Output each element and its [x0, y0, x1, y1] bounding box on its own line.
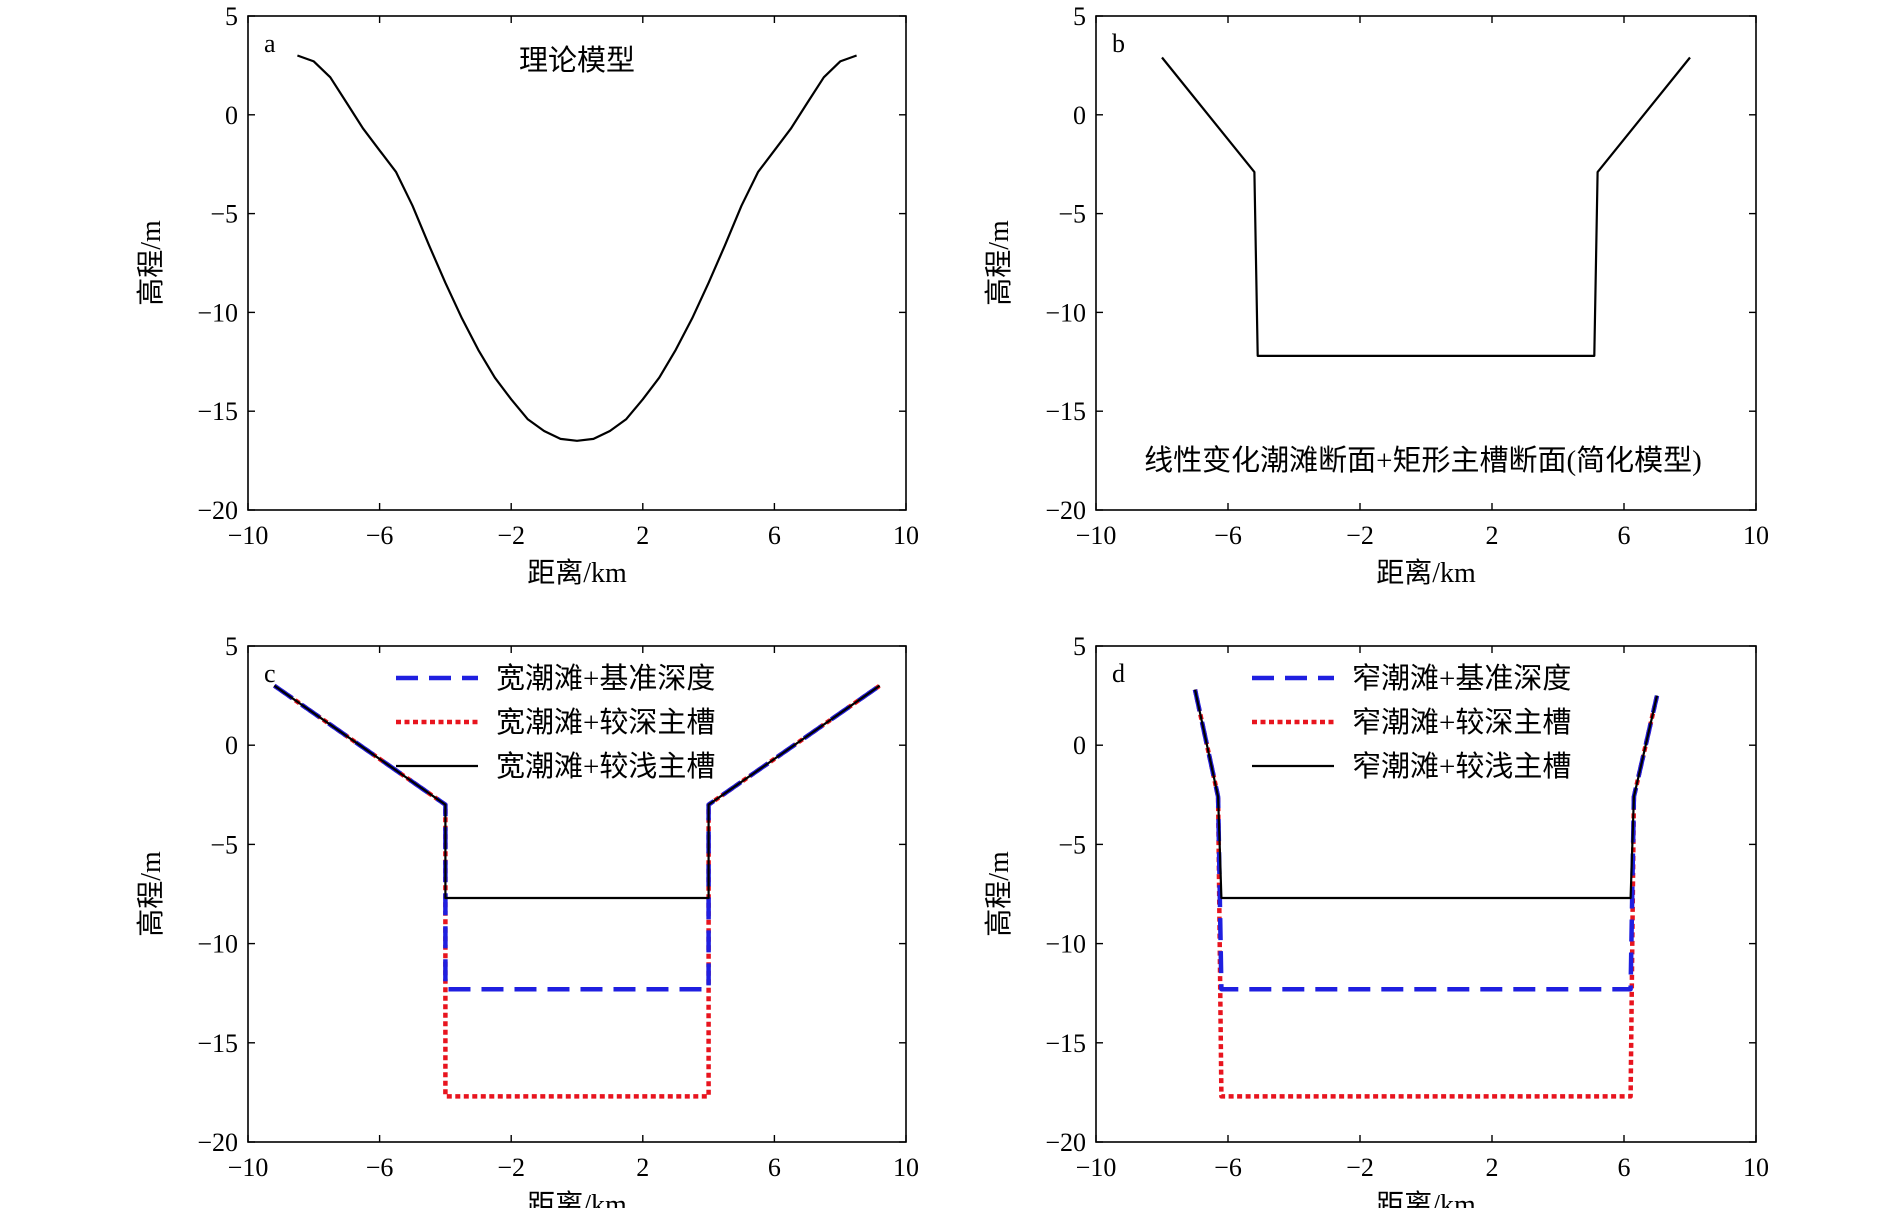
y-tick-label: 0: [1073, 731, 1086, 760]
plot-frame: [1095, 645, 1757, 1143]
x-tick-label: −10: [228, 1153, 269, 1182]
panel-letter: b: [1112, 29, 1125, 58]
y-tick-label: −5: [210, 200, 238, 229]
x-tick-label: 2: [636, 1153, 649, 1182]
x-tick-label: 10: [893, 1153, 919, 1182]
y-tick-label: 0: [1073, 101, 1086, 130]
y-axis-label: 高程/m: [135, 220, 167, 306]
y-tick-label: −15: [197, 397, 238, 426]
y-tick-label: 5: [225, 2, 238, 31]
y-tick-label: 0: [225, 731, 238, 760]
legend-label: 窄潮滩+较深主槽: [1352, 706, 1571, 739]
x-tick-label: −6: [1214, 521, 1242, 550]
x-tick-label: 2: [1486, 521, 1499, 550]
panel-a: −10 −6 −2 2 6 10 5 0 −5 −10 −15 −20 距离/km 高程/m a 理论模型: [135, 2, 919, 589]
x-tick-label: −10: [1076, 1153, 1117, 1182]
y-tick-label: −15: [1045, 1029, 1086, 1058]
x-tick-label: 10: [893, 521, 919, 550]
legend-label: 宽潮滩+较浅主槽: [496, 750, 715, 783]
series-line-1: [1192, 689, 1660, 992]
y-tick-label: −20: [1045, 496, 1086, 525]
y-tick-label: −20: [197, 1128, 238, 1157]
panel-letter: c: [264, 659, 276, 688]
y-tick-label: −10: [1045, 298, 1086, 327]
x-axis-label: 距离/km: [527, 557, 627, 589]
legend-label: 宽潮滩+基准深度: [496, 662, 715, 695]
y-tick-label: −5: [1058, 830, 1086, 859]
y-tick-label: 5: [225, 632, 238, 661]
y-tick-label: −20: [1045, 1128, 1086, 1157]
series-line-1: [1161, 56, 1691, 357]
plot-frame: [247, 15, 907, 511]
legend-label: 窄潮滩+较浅主槽: [1352, 750, 1571, 783]
y-tick-label: −5: [1058, 200, 1086, 229]
y-axis-label: 高程/m: [135, 851, 167, 937]
x-tick-label: 6: [1618, 521, 1631, 550]
x-tick-label: −2: [497, 1153, 525, 1182]
series-line-1: [297, 54, 857, 442]
x-tick-label: 6: [768, 521, 781, 550]
y-tick-label: −5: [210, 830, 238, 859]
panel-annotation: 线性变化潮滩断面+矩形主槽断面(简化模型): [1144, 444, 1702, 477]
y-tick-label: 0: [225, 101, 238, 130]
plot-frame: [1095, 15, 1757, 511]
x-tick-label: −6: [366, 521, 394, 550]
x-axis-label: 距离/km: [1376, 557, 1476, 589]
y-tick-label: 5: [1073, 632, 1086, 661]
y-tick-label: 5: [1073, 2, 1086, 31]
y-tick-label: −10: [197, 298, 238, 327]
y-tick-label: −10: [197, 930, 238, 959]
x-tick-label: −2: [497, 521, 525, 550]
panel-annotation: 理论模型: [519, 44, 635, 77]
x-tick-label: −2: [1346, 521, 1374, 550]
x-tick-label: −2: [1346, 1153, 1374, 1182]
y-tick-label: −10: [1045, 930, 1086, 959]
y-tick-label: −15: [1045, 397, 1086, 426]
y-tick-label: −15: [197, 1029, 238, 1058]
x-tick-label: 2: [636, 521, 649, 550]
legend-label: 窄潮滩+基准深度: [1352, 662, 1571, 695]
x-tick-label: −10: [1076, 521, 1117, 550]
series-line-3: [1193, 689, 1659, 900]
panel-c: −10 −6 −2 2 6 10 5 0 −5 −10 −15 −20 距离/km 高程/m c 宽潮滩+基准…: [135, 632, 919, 1208]
panel-letter: a: [264, 29, 276, 58]
x-tick-label: −6: [366, 1153, 394, 1182]
plot-frame: [247, 645, 907, 1143]
x-axis-label: 距离/km: [1376, 1189, 1476, 1208]
x-tick-label: −6: [1214, 1153, 1242, 1182]
panel-d: −10 −6 −2 2 6 10 5 0 −5 −10 −15 −20 距离/km 高程/m d 窄潮滩+基准…: [983, 632, 1769, 1208]
x-tick-label: 6: [768, 1153, 781, 1182]
y-axis-label: 高程/m: [983, 220, 1015, 306]
legend-label: 宽潮滩+较深主槽: [496, 706, 715, 739]
panel-letter: d: [1112, 659, 1125, 688]
y-tick-label: −20: [197, 496, 238, 525]
x-tick-label: 10: [1743, 521, 1769, 550]
y-axis-label: 高程/m: [983, 851, 1015, 937]
x-tick-label: −10: [228, 521, 269, 550]
x-axis-label: 距离/km: [527, 1189, 627, 1208]
x-tick-label: 10: [1743, 1153, 1769, 1182]
panel-b: −10 −6 −2 2 6 10 5 0 −5 −10 −15 −20 距离/km 高程/m b 线性变化潮滩…: [983, 2, 1769, 589]
series-line-3: [273, 684, 881, 900]
x-tick-label: 2: [1486, 1153, 1499, 1182]
x-tick-label: 6: [1618, 1153, 1631, 1182]
